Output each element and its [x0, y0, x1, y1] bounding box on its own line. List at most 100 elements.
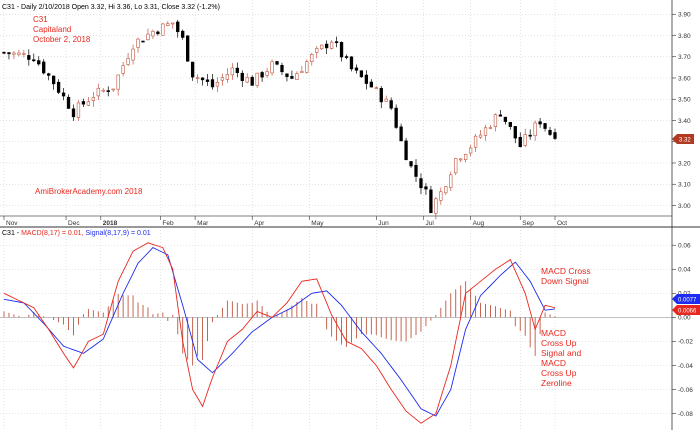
macd-header-prefix: C31 - [2, 230, 21, 237]
candle-body [290, 76, 294, 79]
candle-body [47, 73, 51, 76]
candle-body [409, 161, 413, 167]
candle-body [51, 75, 56, 85]
candle-body [12, 52, 16, 55]
candle-body [131, 48, 135, 61]
x-tick-label: Apr [254, 220, 265, 227]
cross-down-line-1: MACD Cross [541, 266, 591, 276]
candle-body [22, 53, 26, 55]
candle-body [265, 71, 269, 76]
candle-body [483, 127, 488, 136]
candle-body [285, 73, 289, 77]
candle-body [91, 97, 96, 101]
annotation-company: Capitaland [33, 25, 71, 34]
last-price-badge: 3.32 [672, 134, 694, 144]
x-tick-label: Dec [68, 220, 80, 227]
candle-body [513, 126, 517, 139]
macd-y-tick-label: -0.04 [678, 363, 693, 370]
candle-body [508, 122, 512, 127]
candle-body [339, 42, 344, 58]
macd-lines [3, 242, 556, 424]
x-tick-label: Nov [6, 220, 18, 227]
candle-body [518, 136, 522, 148]
candle-body [42, 61, 46, 74]
candle-body [235, 67, 239, 73]
candle-body [359, 70, 364, 78]
candle-body [151, 31, 155, 37]
candle-body [250, 76, 254, 86]
price-y-tick-label: 3.20 [678, 160, 691, 167]
candle-body [106, 90, 110, 92]
candle-body [404, 140, 408, 161]
candle-body [121, 65, 125, 74]
candle-body [2, 51, 6, 54]
candle-body [439, 191, 443, 201]
candle-body [444, 186, 448, 194]
candle-body [255, 72, 259, 86]
signal-last-value: 0.0066 [678, 309, 697, 315]
candle-body [240, 72, 244, 81]
candle-body [533, 122, 537, 137]
price-y-tick-label: 3.60 [678, 75, 691, 82]
signal-header-value: Signal(8,17,9) = 0.01 [85, 230, 150, 237]
price-y-tick-label: 3.00 [678, 203, 691, 210]
candle-body [76, 102, 81, 118]
candle-body [7, 52, 11, 55]
candle-body [225, 74, 230, 80]
cross-up-line-3: Signal and [541, 348, 581, 358]
macd-y-tick-label: -0.02 [678, 339, 693, 346]
candle-body [275, 61, 279, 65]
x-tick-label: 2018 [103, 220, 118, 227]
candle-body [468, 147, 473, 154]
x-axis: Nov Dec 2018 Feb Mar Apr May Jun Jul Aug Sep Oct [3, 216, 567, 227]
candle-body [543, 123, 547, 129]
candle-body [56, 81, 61, 93]
candle-body [548, 129, 552, 135]
candle-body [210, 79, 215, 88]
x-tick-label: Jun [378, 220, 389, 227]
candle-body [245, 77, 249, 83]
candle-body [220, 77, 225, 81]
candle-body [394, 107, 398, 128]
candle-body [111, 88, 115, 91]
x-tick-label: Oct [557, 220, 567, 227]
candle-body [334, 41, 339, 44]
price-y-tick-label: 3.10 [678, 182, 691, 189]
macd-header-value: MACD(8,17) = 0.01, [21, 230, 83, 237]
candle-body [71, 108, 76, 118]
price-y-tick-label: 3.40 [678, 118, 691, 125]
candle-body [399, 126, 403, 142]
cross-up-line-1: MACD [541, 328, 566, 338]
candle-body [473, 135, 478, 148]
candle-body [320, 44, 324, 50]
candle-body [96, 88, 100, 97]
macd-value-badge: 0.0077 [672, 294, 700, 304]
macd-y-axis: -0.08-0.06-0.04-0.020.000.020.040.06 [672, 243, 693, 418]
candle-body [419, 178, 423, 189]
candle-body [379, 88, 383, 103]
candle-body [195, 77, 200, 79]
candle-body [146, 33, 150, 41]
candle-body [374, 87, 378, 89]
price-header: C31 - Daily 2/10/2018 Open 3.32, Hi 3.36… [2, 4, 220, 11]
x-tick-label: Mar [197, 220, 209, 227]
candle-body [305, 61, 309, 73]
candle-body [116, 74, 120, 90]
candle-body [190, 61, 195, 78]
candle-body [181, 30, 185, 38]
cross-up-line-4: MACD [541, 358, 566, 368]
candle-body [364, 74, 369, 84]
price-y-tick-label: 3.70 [678, 54, 691, 61]
candle-body [478, 134, 483, 138]
candle-body [538, 121, 542, 125]
candle-body [161, 23, 165, 36]
candle-body [126, 58, 130, 65]
candle-body [369, 81, 373, 88]
price-y-tick-label: 3.90 [678, 12, 691, 19]
macd-last-value: 0.0077 [678, 298, 697, 304]
candle-body [349, 56, 354, 70]
price-y-tick-label: 3.80 [678, 33, 691, 40]
candle-body [488, 127, 493, 129]
price-y-axis: 3.003.103.203.303.403.503.603.703.803.90 [672, 12, 691, 210]
cross-up-line-6: Zeroline [541, 378, 572, 388]
